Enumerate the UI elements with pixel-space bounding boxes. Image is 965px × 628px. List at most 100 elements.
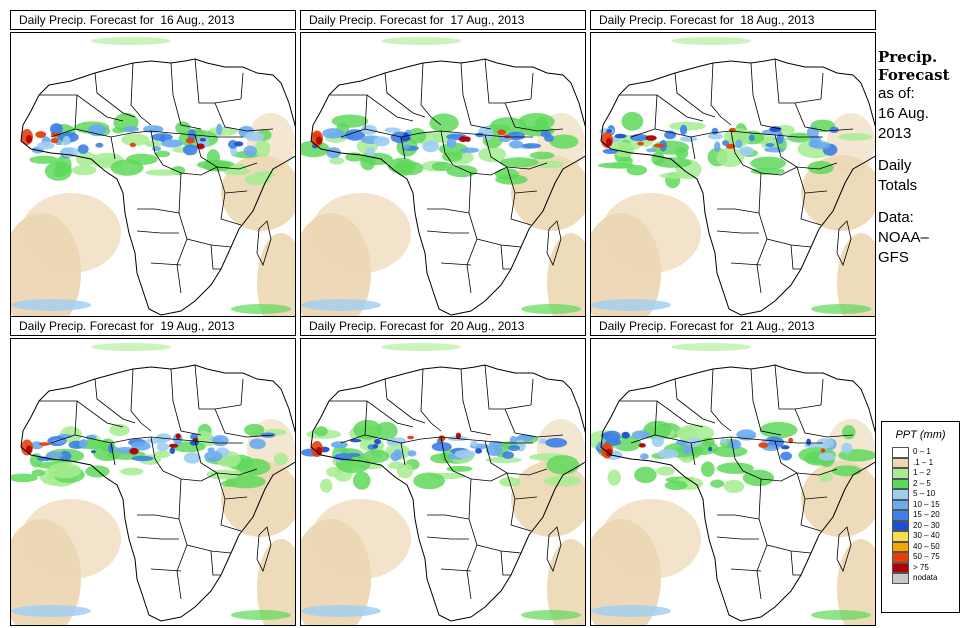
precip-area: [750, 167, 785, 175]
precip-area: [231, 304, 291, 314]
precip-area: [182, 144, 198, 156]
precip-area: [529, 151, 555, 160]
asof-date-line2: 2013: [878, 125, 912, 142]
country-border: [790, 244, 801, 270]
precip-area: [639, 453, 649, 460]
precip-area: [79, 439, 88, 449]
precip-area: [657, 448, 679, 459]
precip-area: [626, 164, 648, 176]
legend-item: .1 – 1: [882, 457, 959, 468]
precip-area: [711, 127, 719, 135]
legend-swatch: [892, 552, 909, 563]
precip-area: [637, 141, 644, 146]
precip-area: [534, 160, 565, 169]
precip-area: [26, 135, 32, 143]
legend-swatch: [892, 510, 909, 521]
precip-area: [21, 193, 121, 273]
precip-area: [126, 153, 158, 165]
precip-area: [455, 432, 462, 439]
country-border: [742, 470, 798, 482]
precip-area: [613, 141, 635, 158]
precip-area: [151, 146, 162, 152]
precip-area: [52, 439, 66, 444]
country-border: [194, 364, 242, 410]
precip-area: [651, 151, 665, 166]
precip-area: [811, 610, 871, 620]
country-border: [730, 436, 744, 472]
precip-area: [710, 479, 725, 488]
precip-area: [544, 134, 555, 142]
precip-area: [502, 451, 515, 459]
precip-area: [373, 136, 390, 147]
precip-area: [381, 37, 461, 45]
precip-area: [400, 135, 411, 142]
country-border: [170, 368, 202, 436]
legend-item: 40 – 50: [882, 541, 959, 552]
precip-area: [601, 499, 701, 579]
precip-area: [329, 157, 345, 165]
precip-area: [47, 462, 82, 479]
country-border: [452, 164, 508, 176]
sidebar-title-line2: Forecast: [878, 66, 950, 84]
forecast-panel-3: Daily Precip. Forecast for 18 Aug., 2013: [590, 10, 876, 320]
totals-line2: Totals: [878, 177, 918, 194]
country-border: [484, 58, 532, 104]
country-border: [94, 378, 136, 424]
precip-area: [788, 437, 794, 444]
precip-area: [454, 449, 476, 459]
country-border: [674, 378, 716, 424]
legend-item: 15 – 20: [882, 510, 959, 521]
precip-area: [407, 128, 427, 144]
country-border: [400, 136, 406, 160]
precip-area: [62, 135, 71, 146]
precip-area: [384, 127, 401, 133]
country-border: [137, 208, 180, 214]
madagascar-outline: [546, 526, 562, 573]
country-border: [136, 536, 179, 540]
country-border: [750, 62, 782, 130]
precip-area: [735, 139, 743, 149]
legend-item: 5 – 10: [882, 489, 959, 500]
precip-area: [362, 449, 390, 463]
precip-area: [120, 467, 144, 476]
legend-swatch: [892, 541, 909, 552]
precip-area: [249, 438, 266, 450]
map-svg: [11, 343, 295, 625]
precip-area: [818, 452, 836, 461]
precip-area: [485, 456, 522, 464]
panel-title: Daily Precip. Forecast for 17 Aug., 2013: [300, 10, 586, 30]
country-border: [440, 568, 472, 572]
precip-area: [345, 129, 366, 141]
precip-area: [407, 435, 415, 440]
country-border: [484, 364, 532, 410]
map-svg: [591, 343, 875, 625]
precip-map: [10, 338, 296, 626]
precip-area: [123, 126, 139, 133]
legend-label: 10 – 15: [913, 499, 940, 509]
precip-area: [326, 147, 342, 159]
precip-area: [653, 143, 666, 148]
precip-area: [441, 151, 463, 162]
precip-area: [738, 146, 754, 156]
country-border: [730, 130, 744, 166]
precip-area: [803, 443, 818, 448]
precip-area: [77, 144, 89, 154]
precip-area: [131, 455, 154, 462]
country-border: [214, 408, 274, 438]
precip-area: [386, 438, 397, 446]
country-border: [210, 550, 221, 576]
precip-area: [85, 465, 110, 478]
precip-area: [776, 132, 784, 144]
precip-area: [161, 139, 183, 148]
data-line2: NOAA–: [878, 229, 929, 246]
legend-item: 20 – 30: [882, 520, 959, 531]
precip-area: [159, 134, 166, 143]
precip-area: [538, 438, 548, 445]
precip-area: [544, 475, 582, 487]
precip-area: [372, 444, 379, 449]
precip-area: [634, 466, 657, 484]
country-border: [240, 378, 244, 406]
precip-area: [11, 473, 38, 483]
data-line1: Data:: [878, 209, 914, 226]
totals-line1: Daily: [878, 157, 912, 174]
